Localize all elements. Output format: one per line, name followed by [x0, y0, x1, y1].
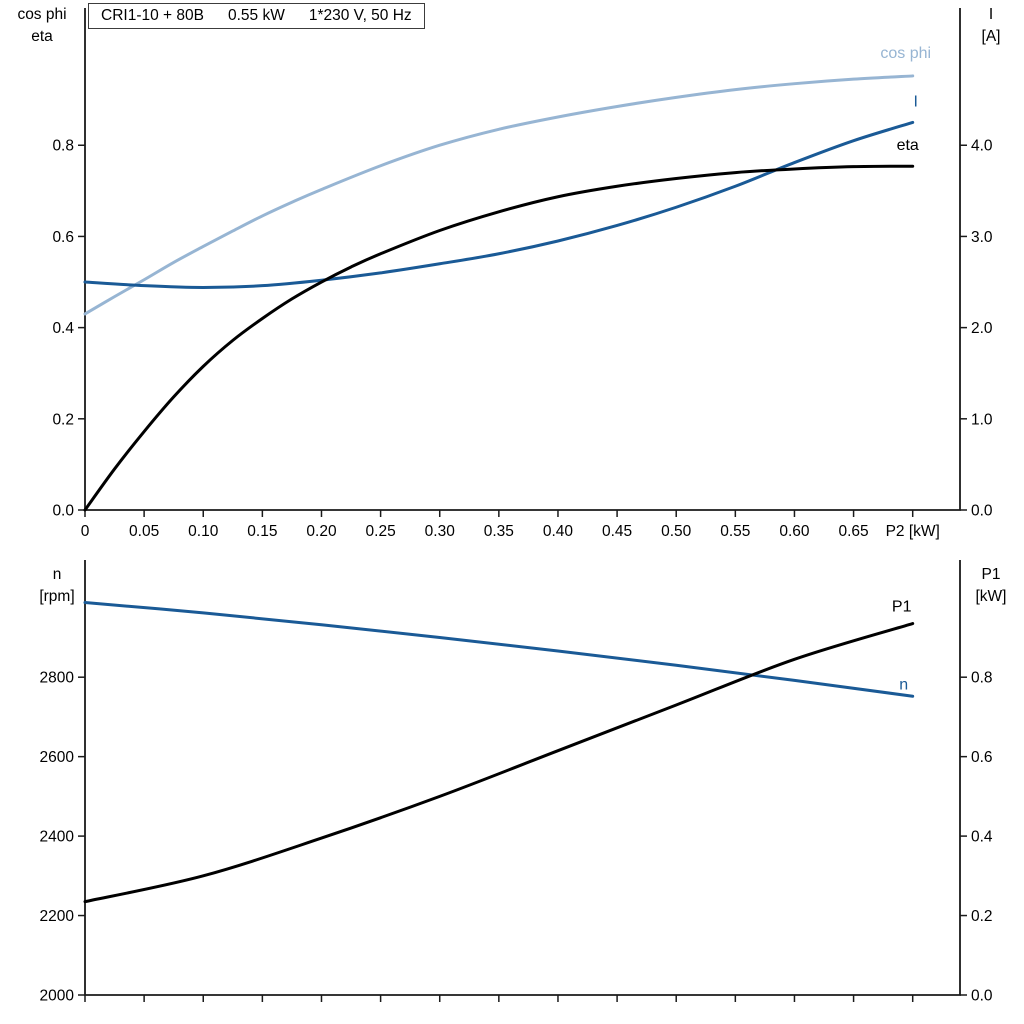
curve-P1 [83, 622, 915, 904]
curve-label-n: n [899, 676, 908, 693]
x-tick-label: 0.40 [543, 523, 574, 540]
right-tick-label: 4.0 [971, 138, 993, 155]
x-axis-unit-label: P2 [kW] [886, 523, 940, 540]
curve-label-I: I [913, 93, 917, 110]
speed-axis-unit: [rpm] [39, 588, 75, 605]
title-power: 0.55 kW [227, 7, 285, 24]
x-tick-label: 0.60 [779, 523, 810, 540]
title-model: CRI1-10 + 80B [101, 7, 204, 24]
x-tick-label: 0.50 [661, 523, 692, 540]
x-tick-label: 0.45 [602, 523, 632, 540]
current-axis-label: I [988, 6, 994, 23]
bottom-chart-right-axis-label: P1 [kW] [962, 564, 1020, 608]
left-tick-label: 2200 [40, 908, 75, 925]
speed-axis-label: n [52, 566, 62, 583]
right-tick-label: 3.0 [971, 229, 993, 246]
p1-axis-label: P1 [981, 566, 1001, 583]
left-tick-label: 0.8 [52, 138, 74, 155]
curve-eta [83, 164, 915, 512]
x-tick-label: 0.05 [129, 523, 159, 540]
eta-axis-label: eta [31, 28, 53, 45]
x-tick-label: 0.55 [720, 523, 750, 540]
axis-frame [84, 8, 961, 511]
right-tick-label: 2.0 [971, 320, 993, 337]
left-tick-label: 0.4 [52, 320, 74, 337]
chart-title-box: CRI1-10 + 80B 0.55 kW 1*230 V, 50 Hz [88, 3, 425, 29]
title-supply: 1*230 V, 50 Hz [308, 7, 412, 24]
x-tick-label: 0.20 [306, 523, 337, 540]
left-tick-label: 2800 [40, 670, 75, 687]
cosphi-eta-current-chart: 0 0.05 0.10 0.15 0.20 0.25 0.30 0.35 0.40 0.45 0.5… [52, 8, 993, 540]
left-tick-label: 0.2 [52, 411, 74, 428]
right-tick-label: 0.8 [971, 670, 993, 687]
x-tick-label: 0 [81, 523, 90, 540]
left-tick-label: 2600 [40, 749, 75, 766]
left-tick-label: 0.0 [52, 503, 74, 520]
speed-p1-chart: 2000 2200 2400 2600 2800 0.0 0.2 0.4 0.6 0.8 n P1 [40, 560, 993, 1005]
curve-I [83, 120, 915, 289]
x-tick-label: 0.35 [484, 523, 514, 540]
x-tick-label: 0.30 [425, 523, 456, 540]
bottom-chart-left-axis-label: n [rpm] [26, 564, 88, 608]
x-tick-label: 0.10 [188, 523, 219, 540]
curve-cos-phi [83, 74, 915, 316]
current-axis-unit: [A] [981, 28, 1001, 45]
right-tick-label: 1.0 [971, 411, 993, 428]
right-tick-label: 0.0 [971, 988, 993, 1005]
curve-label-P1: P1 [892, 599, 912, 616]
x-tick-label: 0.65 [838, 523, 868, 540]
curve-label-eta: eta [897, 137, 919, 154]
p1-axis-unit: [kW] [975, 588, 1007, 605]
left-tick-label: 2000 [40, 988, 75, 1005]
right-tick-label: 0.0 [971, 503, 993, 520]
cosphi-axis-label: cos phi [17, 6, 67, 23]
curve-n [83, 601, 915, 698]
right-tick-label: 0.6 [971, 749, 993, 766]
top-chart-right-axis-label: I [A] [964, 4, 1018, 48]
x-tick-label: 0.15 [247, 523, 277, 540]
top-chart-left-axis-label: cos phi eta [6, 4, 78, 48]
left-tick-label: 2400 [40, 829, 75, 846]
left-tick-label: 0.6 [52, 229, 74, 246]
right-tick-label: 0.4 [971, 829, 993, 846]
curve-label-cos-phi: cos phi [880, 45, 931, 62]
axis-frame [84, 560, 961, 996]
x-tick-label: 0.25 [366, 523, 396, 540]
right-tick-label: 0.2 [971, 908, 993, 925]
